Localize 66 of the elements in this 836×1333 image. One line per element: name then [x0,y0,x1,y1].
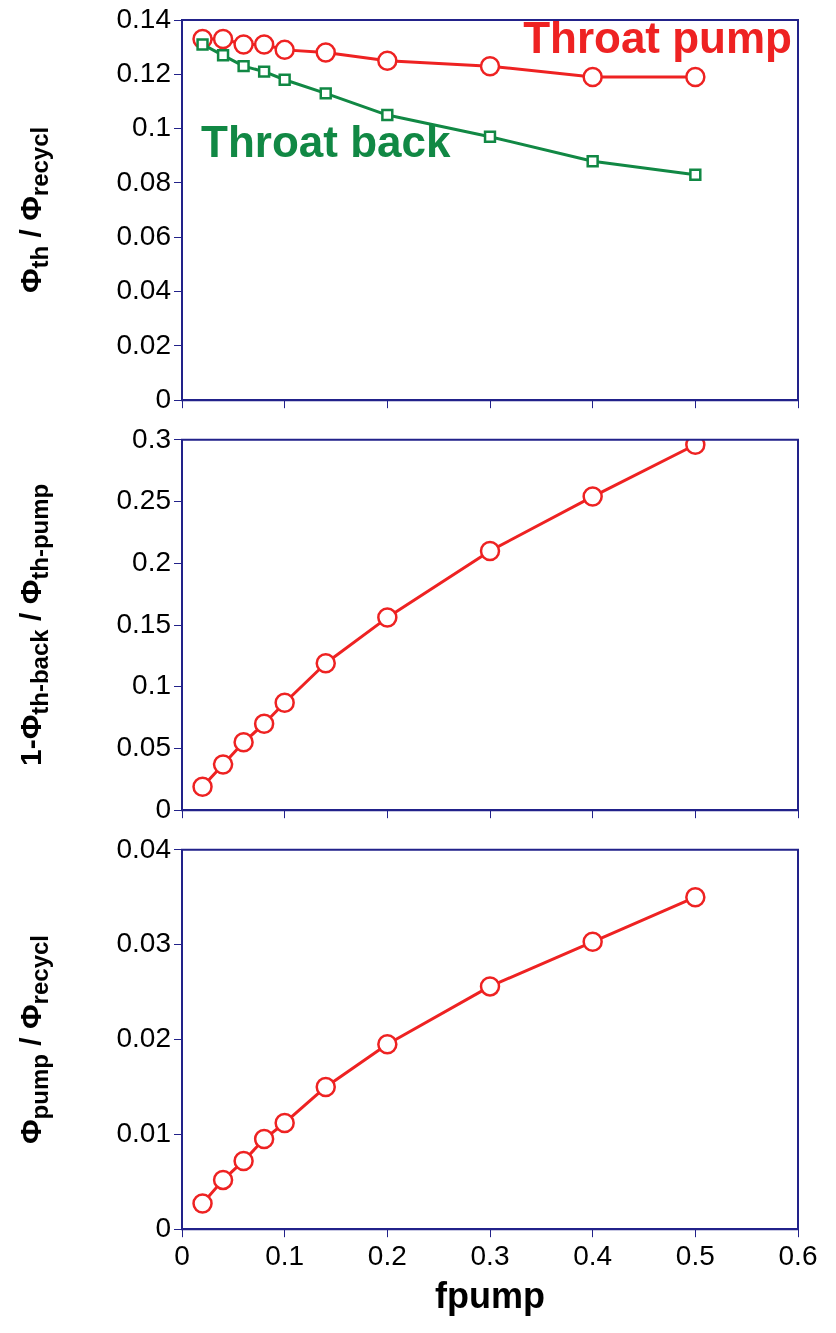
point [689,168,702,181]
y-tick-label: 0.15 [116,607,171,639]
x-tick-label: 0.2 [367,1239,407,1271]
point [212,28,234,50]
series-label: Throat back [201,117,451,167]
point [216,49,230,62]
point [381,108,394,122]
point [582,931,603,953]
point [586,155,599,168]
y-tick-label: 0.3 [132,422,171,454]
x-axis-title: fpump [435,1275,545,1317]
y-tick-label: 0.06 [116,219,171,251]
x-tick-label: 0.5 [675,1239,715,1271]
point [582,486,603,507]
y-tick-label: 0 [155,382,171,414]
y-tick-label: 0.05 [116,731,171,763]
point [479,55,501,77]
point [319,87,332,100]
point [233,732,254,753]
point [278,73,291,86]
y-tick-label: 0.01 [116,1117,171,1149]
point [257,65,271,78]
point [483,130,497,143]
x-tick-label: 0.4 [573,1239,613,1271]
point [233,34,254,55]
point [582,66,603,88]
point [315,42,336,63]
y-tick-label: 0.02 [116,328,171,360]
y-tick-label: 0.1 [132,669,171,701]
point [377,607,398,628]
point [212,754,234,775]
x-tick-label: 0.3 [470,1239,510,1271]
x-tick-label: 0.1 [265,1239,305,1271]
point [253,713,275,735]
y-tick-label: 0.25 [116,484,171,516]
point [377,1033,398,1055]
point [192,776,213,797]
series-label: Throat pump [523,13,792,63]
point [274,39,295,61]
y-tick-label: 0.04 [116,274,171,306]
point [237,59,250,73]
point [253,1128,275,1150]
y-tick-label: 0.03 [116,927,171,959]
point [192,1193,213,1214]
point [274,692,295,714]
x-tick-label: 0.6 [778,1239,818,1271]
point [233,1150,254,1172]
point [212,1169,234,1191]
y-tick-label: 0.04 [116,832,171,864]
point [479,540,501,562]
point [274,1112,295,1134]
point [685,66,706,88]
y-tick-label: 0.2 [132,545,171,577]
point [685,886,706,908]
y-tick-label: 0.12 [116,57,171,89]
y-tick-label: 0.02 [116,1022,171,1054]
point [377,50,398,71]
point [315,1076,336,1098]
y-tick-label: 0 [155,792,171,824]
y-tick-label: 0.1 [132,111,171,143]
y-tick-label: 0.08 [116,165,171,197]
point [253,34,275,55]
point [315,653,336,674]
y-tick-label: 0 [155,1211,171,1243]
point [479,976,501,997]
y-tick-label: 0.14 [116,2,171,34]
